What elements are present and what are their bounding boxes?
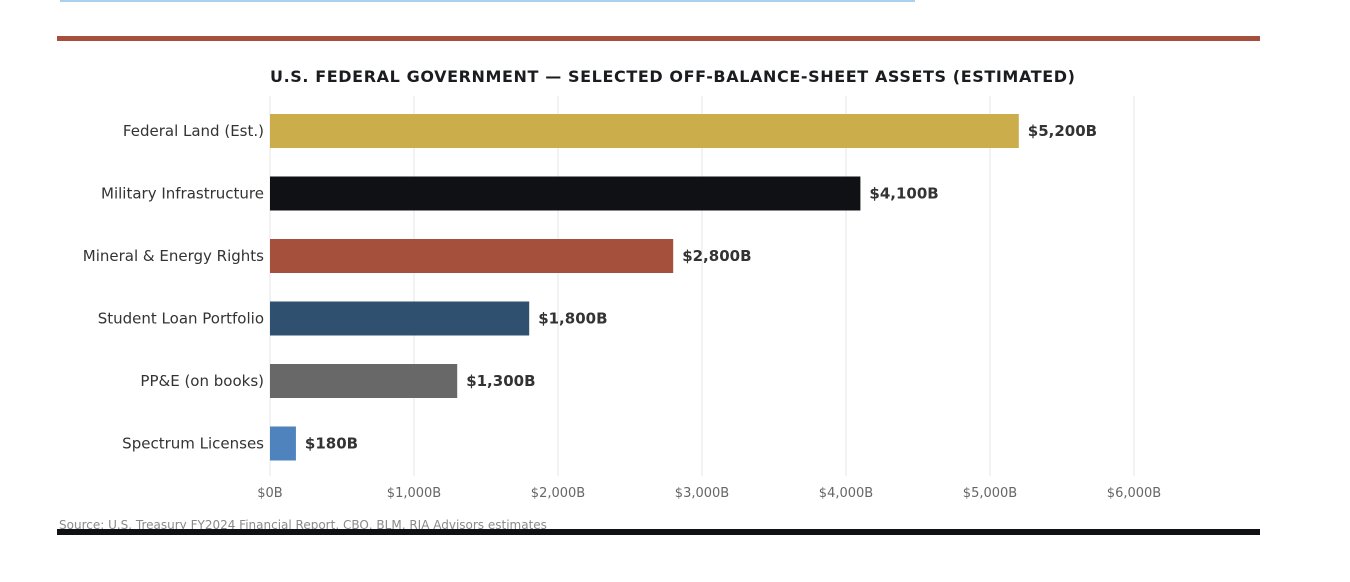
bar — [270, 364, 458, 398]
x-tick-label: $6,000B — [1107, 486, 1161, 501]
category-label: Military Infrastructure — [101, 185, 264, 203]
value-label: $4,100B — [869, 185, 938, 203]
value-label: $180B — [305, 435, 358, 453]
value-label: $5,200B — [1028, 122, 1097, 140]
value-label: $2,800B — [682, 247, 751, 265]
source-note: Source: U.S. Treasury FY2024 Financial R… — [59, 518, 547, 532]
header-accent-rule — [57, 36, 1260, 41]
bar — [270, 176, 861, 211]
bar — [270, 301, 530, 336]
value-label: $1,300B — [466, 372, 535, 390]
top-divider-line — [60, 0, 915, 2]
x-tick-label: $0B — [257, 486, 282, 501]
category-label: PP&E (on books) — [140, 372, 264, 390]
footer-rule — [57, 529, 1260, 535]
category-label: Federal Land (Est.) — [123, 122, 264, 140]
x-tick-label: $3,000B — [675, 486, 729, 501]
category-label: Spectrum Licenses — [122, 435, 264, 453]
x-tick-label: $5,000B — [963, 486, 1017, 501]
x-tick-label: $4,000B — [819, 486, 873, 501]
category-label: Mineral & Energy Rights — [83, 247, 264, 265]
bar — [270, 239, 674, 273]
x-tick-label: $1,000B — [387, 486, 441, 501]
value-label: $1,800B — [538, 310, 607, 328]
bar — [270, 114, 1019, 148]
category-label: Student Loan Portfolio — [98, 310, 264, 328]
chart-title: U.S. FEDERAL GOVERNMENT — SELECTED OFF-B… — [270, 67, 1076, 86]
bar — [270, 426, 296, 461]
x-tick-label: $2,000B — [531, 486, 585, 501]
